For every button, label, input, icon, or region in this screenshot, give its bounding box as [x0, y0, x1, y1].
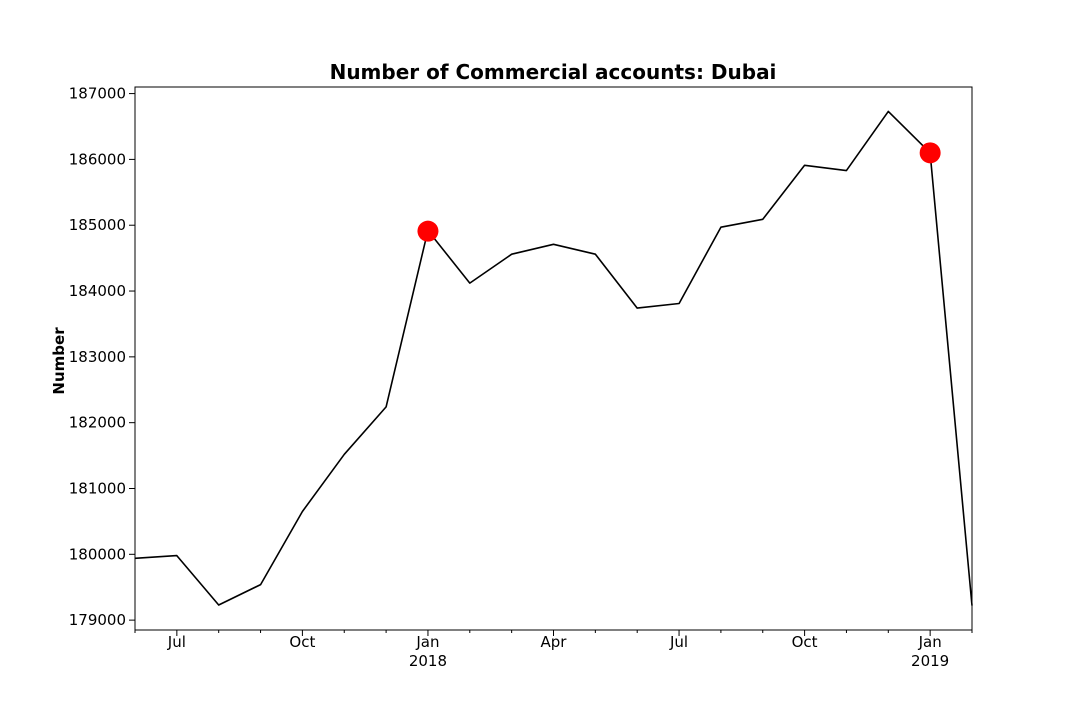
x-tick-label: Oct [289, 633, 315, 651]
x-tick-label: Jul [669, 633, 688, 651]
chart-title: Number of Commercial accounts: Dubai [330, 60, 777, 84]
y-tick-label: 179000 [69, 611, 126, 629]
series-layer [134, 110, 973, 606]
highlight-markers [417, 142, 941, 242]
highlight-point [417, 220, 439, 242]
y-axis-label: Number [50, 327, 68, 395]
y-tick-label: 187000 [69, 85, 126, 103]
x-tick-label: Jan [415, 633, 439, 651]
x-tick-label: Jan [918, 633, 942, 651]
y-tick-label: 180000 [69, 545, 126, 563]
series-line [134, 110, 973, 606]
y-tick-label: 184000 [69, 282, 126, 300]
y-tick-label: 183000 [69, 348, 126, 366]
highlight-point [919, 142, 941, 164]
y-tick-label: 186000 [69, 150, 126, 168]
y-tick-label: 182000 [69, 414, 126, 432]
x-tick-year-label: 2019 [911, 652, 949, 670]
x-tick-label: Jul [167, 633, 186, 651]
y-tick-label: 185000 [69, 216, 126, 234]
plot-area-frame [134, 86, 973, 631]
x-tick-label: Oct [792, 633, 818, 651]
axis-ticks: 179000 180000 181000 182000 183000 184000 1850… [69, 85, 973, 670]
x-tick-label: Apr [541, 633, 568, 651]
x-tick-year-label: 2018 [409, 652, 447, 670]
y-tick-label: 181000 [69, 479, 126, 497]
